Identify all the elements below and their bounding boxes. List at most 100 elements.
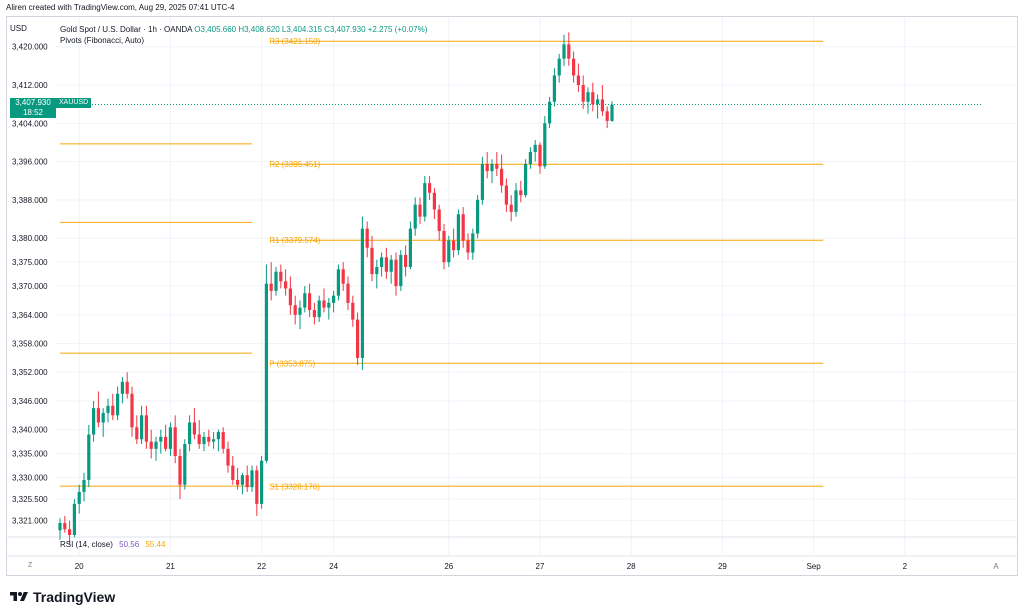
x-tick-label: 28 xyxy=(627,562,636,571)
candle-body xyxy=(192,422,196,435)
candle-body xyxy=(495,164,499,169)
ohlc-readout: O3,405.660 H3,408.620 L3,404.315 C3,407.… xyxy=(194,25,428,34)
currency-label[interactable]: USD xyxy=(10,24,27,33)
candle-body xyxy=(125,381,129,394)
candle-body xyxy=(322,300,326,308)
candle-body xyxy=(77,491,81,504)
last-price-tag: 3,407.930 18:52 xyxy=(10,98,56,118)
candle-body xyxy=(255,470,259,504)
candle-body xyxy=(581,85,585,102)
candle-body xyxy=(197,434,201,445)
candle-body xyxy=(586,92,590,102)
y-tick-label: 3,352.000 xyxy=(12,368,48,377)
candle-body xyxy=(557,58,561,76)
candle-body xyxy=(423,183,427,217)
y-tick-label: 3,375.000 xyxy=(12,258,48,267)
timezone-button[interactable]: Z xyxy=(28,562,33,569)
rsi-label: RSI (14, close) xyxy=(60,540,113,549)
x-tick-label: 26 xyxy=(444,562,453,571)
candle-body xyxy=(207,436,211,442)
candle-body xyxy=(356,319,360,358)
candle-body xyxy=(432,192,436,210)
candle-body xyxy=(288,288,292,306)
candle-body xyxy=(312,310,316,318)
pivot-label: R2 (3395.451) xyxy=(269,160,320,169)
candle-body xyxy=(341,269,345,284)
candle-body xyxy=(317,300,321,318)
candle-body xyxy=(173,427,177,457)
chart-legend: Gold Spot / U.S. Dollar · 1h · OANDA O3,… xyxy=(60,24,427,46)
candle-body xyxy=(548,101,552,124)
candle-body xyxy=(159,436,163,442)
candle-body xyxy=(101,412,105,423)
candle-body xyxy=(212,439,216,442)
indicator-title[interactable]: Pivots (Fibonacci, Auto) xyxy=(60,36,145,45)
candle-body xyxy=(480,164,484,200)
x-tick-label: 20 xyxy=(75,562,84,571)
candle-body xyxy=(144,415,148,442)
candle-body xyxy=(461,214,465,241)
pivot-label: S1 (3328.176) xyxy=(269,482,320,491)
candle-body xyxy=(380,257,384,267)
candle-body xyxy=(442,231,446,263)
candle-body xyxy=(168,427,172,449)
y-tick-label: 3,396.000 xyxy=(12,158,48,167)
candle-body xyxy=(63,523,67,530)
x-tick-label: 29 xyxy=(718,562,727,571)
candle-body xyxy=(408,228,412,267)
y-tick-label: 3,330.000 xyxy=(12,474,48,483)
candle-body xyxy=(96,408,100,423)
candle-body xyxy=(274,271,278,291)
y-tick-label: 3,325.500 xyxy=(12,495,48,504)
candle-body xyxy=(605,111,609,121)
candle-body xyxy=(490,164,494,172)
candle-body xyxy=(389,259,393,272)
y-tick-label: 3,358.000 xyxy=(12,340,48,349)
candle-body xyxy=(116,393,120,416)
candle-body xyxy=(149,441,153,449)
candle-body xyxy=(87,434,91,480)
candle-body xyxy=(92,408,96,435)
candle-body xyxy=(351,302,355,320)
candle-body xyxy=(298,307,302,315)
candle-body xyxy=(500,168,504,186)
candle-body xyxy=(456,214,460,251)
candle-body xyxy=(240,475,244,485)
candle-body xyxy=(533,144,537,153)
x-tick-label: 27 xyxy=(536,562,545,571)
pivot-label: R3 (3421.150) xyxy=(269,37,320,46)
chart-frame xyxy=(6,16,1018,576)
candle-body xyxy=(509,204,513,212)
chart-caption: Aliren created with TradingView.com, Aug… xyxy=(6,3,235,12)
candle-body xyxy=(140,415,144,440)
symbol-tag: XAUUSD xyxy=(56,98,92,108)
candle-body xyxy=(596,99,600,105)
candle-body xyxy=(236,479,240,485)
rsi-legend[interactable]: RSI (14, close) 50.56 55.44 xyxy=(60,540,165,549)
y-tick-label: 3,364.000 xyxy=(12,311,48,320)
x-tick-label: 2 xyxy=(903,562,908,571)
candle-body xyxy=(245,475,249,488)
candle-body xyxy=(308,293,312,311)
candle-body xyxy=(250,470,254,488)
y-tick-label: 3,380.000 xyxy=(12,234,48,243)
candle-body xyxy=(504,185,508,205)
candle-body xyxy=(72,503,76,535)
y-tick-label: 3,388.000 xyxy=(12,196,48,205)
candle-body xyxy=(279,271,283,282)
y-tick-label: 3,370.000 xyxy=(12,282,48,291)
candle-body xyxy=(528,152,532,165)
candle-body xyxy=(418,204,422,217)
rsi-ma-value: 55.44 xyxy=(145,540,166,549)
candle-body xyxy=(538,144,542,167)
tradingview-brand[interactable]: TradingView xyxy=(10,588,115,606)
y-tick-label: 3,321.000 xyxy=(12,517,48,526)
candle-body xyxy=(404,254,408,267)
auto-scale-button[interactable]: A xyxy=(993,562,999,571)
x-tick-label: 24 xyxy=(329,562,338,571)
y-tick-label: 3,420.000 xyxy=(12,43,48,52)
candle-body xyxy=(370,247,374,275)
candle-body xyxy=(514,190,518,212)
symbol-title[interactable]: Gold Spot / U.S. Dollar · 1h · OANDA xyxy=(60,25,193,34)
